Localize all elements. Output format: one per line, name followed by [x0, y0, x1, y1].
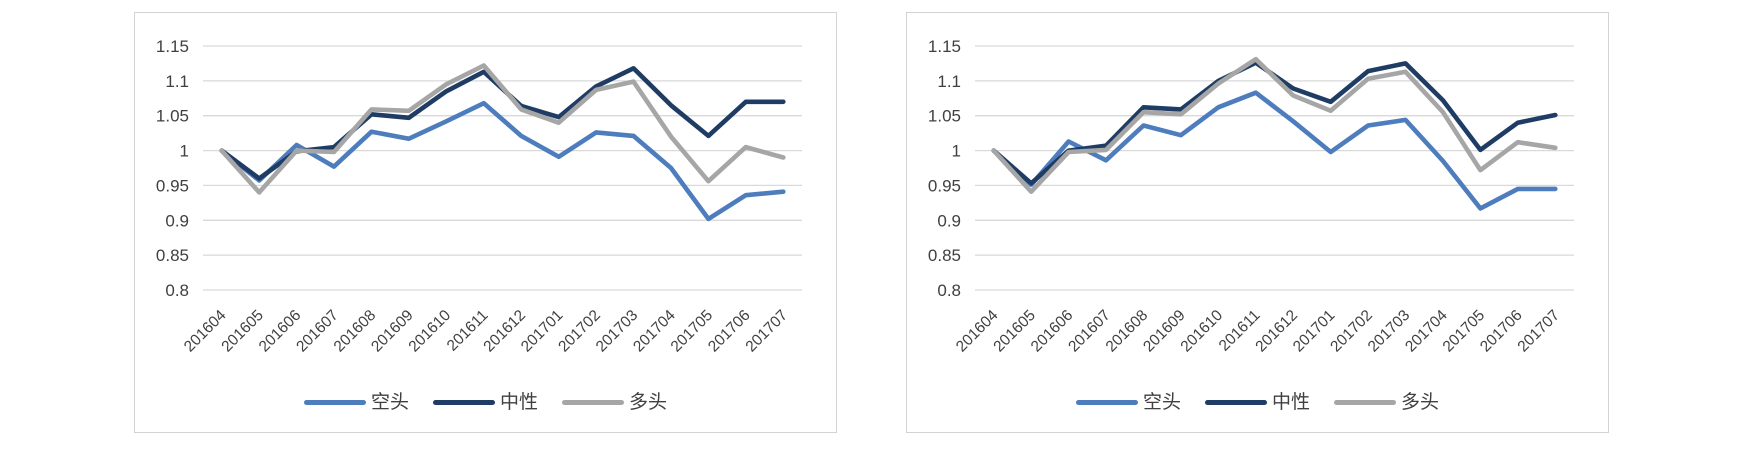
y-axis-tick-label: 1.05: [928, 107, 961, 126]
legend-label-neutral: 中性: [1271, 392, 1310, 413]
chart-panel-right: 1.15 1.1 1.05 1 0.95 0.9 0.85 0.8 201604 201605 20…: [906, 12, 1609, 433]
right-plot-area: 1.15 1.1 1.05 1 0.95 0.9 0.85 0.8 201604 201605 20…: [907, 13, 1608, 432]
y-axis-tick-label: 0.95: [156, 176, 189, 195]
y-axis-tick-label: 0.85: [156, 246, 189, 265]
chart-panel-left: 1.15 1.1 1.05 1 0.95 0.9 0.85 0.8 201604 201605 20…: [134, 12, 837, 433]
chart-canvas: 1.151.11.0510.950.90.850.820160420160520…: [156, 37, 802, 356]
y-axis-tick-label: 0.95: [928, 176, 961, 195]
chart-canvas: 1.151.11.0510.950.90.850.820160420160520…: [928, 37, 1574, 356]
legend-line-swatch-long: [1334, 400, 1396, 405]
y-axis-tick-label: 0.85: [928, 246, 961, 265]
y-axis-tick-label: 1.1: [937, 72, 961, 91]
legend-label-short: 空头: [370, 392, 409, 413]
legend-line-swatch-short: [1075, 400, 1138, 405]
y-axis-tick-label: 0.9: [937, 211, 961, 230]
legend-item-long: 多头: [1334, 393, 1439, 412]
y-axis-tick-label: 1.05: [156, 107, 189, 126]
x-axis-tick-label: 201610: [406, 307, 455, 356]
series-line-long: [991, 56, 1558, 194]
legend-item-neutral: 中性: [1204, 392, 1310, 413]
series-line-short: [219, 100, 786, 222]
y-axis-tick-label: 0.8: [165, 281, 189, 300]
y-axis-tick-label: 0.8: [937, 281, 961, 300]
x-axis-tick-label: 201610: [1178, 307, 1227, 356]
legend-label-long: 多头: [1401, 392, 1440, 413]
legend-label-long: 多头: [629, 392, 668, 413]
legend-line-swatch-short: [303, 400, 366, 405]
series-line-long: [219, 63, 786, 195]
y-axis-tick-label: 1.1: [165, 72, 189, 91]
y-axis-tick-label: 1: [180, 142, 189, 161]
legend-label-short: 空头: [1142, 392, 1181, 413]
legend-item-long: 多头: [562, 393, 667, 412]
y-axis-tick-label: 1: [952, 142, 961, 161]
left-plot-area: 1.15 1.1 1.05 1 0.95 0.9 0.85 0.8 201604 201605 20…: [135, 13, 836, 432]
right-legend: 空头 中性 多头: [907, 393, 1608, 412]
legend-line-swatch-neutral: [1204, 400, 1267, 405]
legend-item-short: 空头: [303, 392, 409, 413]
y-axis-tick-label: 0.9: [165, 211, 189, 230]
left-legend: 空头 中性 多头: [135, 393, 836, 412]
x-axis-tick-label: 201707: [1515, 307, 1564, 356]
legend-label-neutral: 中性: [499, 392, 538, 413]
legend-line-swatch-neutral: [432, 400, 495, 405]
y-axis-tick-label: 1.15: [928, 37, 961, 56]
legend-item-short: 空头: [1075, 392, 1181, 413]
x-axis-tick-label: 201707: [743, 307, 792, 356]
legend-line-swatch-long: [562, 400, 624, 405]
legend-item-neutral: 中性: [432, 392, 538, 413]
y-axis-tick-label: 1.15: [156, 37, 189, 56]
